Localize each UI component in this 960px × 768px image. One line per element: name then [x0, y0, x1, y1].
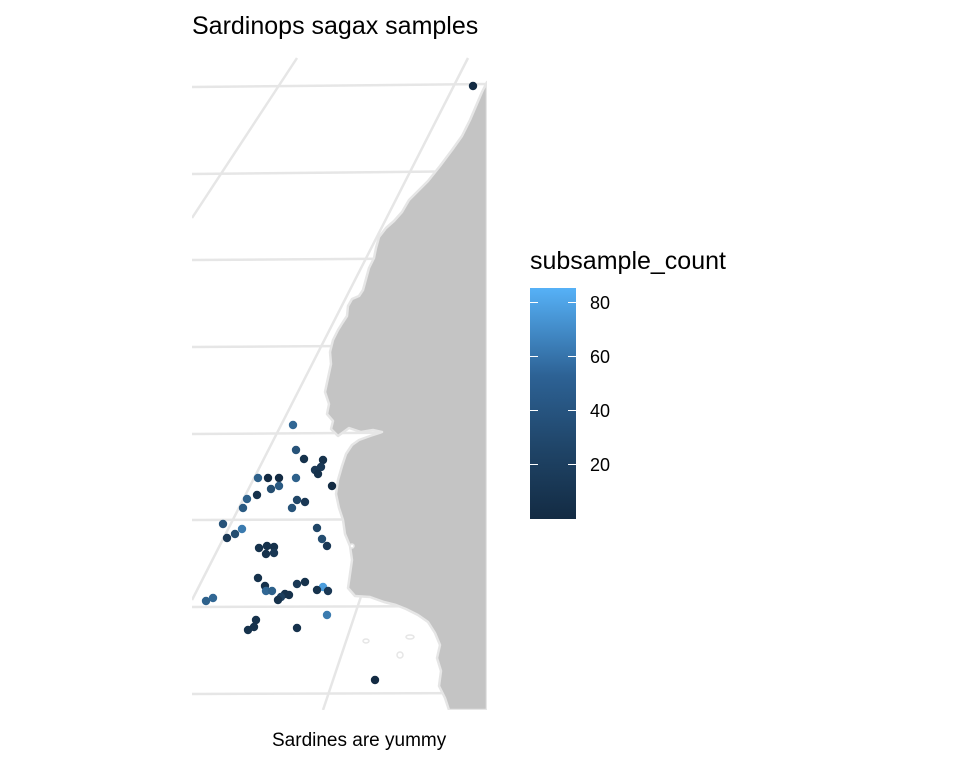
- legend-tick-right: [568, 464, 576, 465]
- sample-point: [253, 573, 263, 583]
- sample-point: [208, 593, 218, 603]
- island: [405, 634, 415, 640]
- legend-tick-left: [530, 410, 538, 411]
- sample-point: [313, 469, 323, 479]
- sample-point: [291, 445, 301, 455]
- legend-label: 60: [590, 347, 611, 367]
- sample-point: [269, 548, 279, 558]
- island: [362, 638, 370, 644]
- sample-point: [274, 473, 284, 483]
- sample-point: [300, 577, 310, 587]
- plot-title: Sardinops sagax samples: [192, 12, 479, 40]
- legend-tick-left: [530, 356, 538, 357]
- legend-colorbar: [530, 288, 576, 519]
- sample-point: [269, 542, 279, 552]
- island: [349, 543, 355, 549]
- sample-point: [468, 81, 478, 91]
- sample-point: [251, 615, 261, 625]
- island-group: [349, 543, 415, 659]
- sample-point: [261, 549, 271, 559]
- sample-point: [238, 503, 248, 513]
- sample-point: [292, 579, 302, 589]
- graticule-lat-line: [192, 82, 487, 89]
- sample-point: [299, 454, 309, 464]
- sample-point: [262, 541, 272, 551]
- sample-point: [201, 596, 211, 606]
- sample-point: [292, 495, 302, 505]
- sample-point: [318, 455, 328, 465]
- sample-point: [267, 586, 277, 596]
- sample-point: [230, 529, 240, 539]
- sample-point: [242, 494, 252, 504]
- plot-caption: Sardines are yummy: [272, 730, 447, 751]
- sample-point: [222, 533, 232, 543]
- legend-tick-right: [568, 410, 576, 411]
- sample-point: [261, 586, 271, 596]
- legend-label: 80: [590, 293, 611, 313]
- sample-point: [273, 595, 283, 605]
- sample-point: [252, 490, 262, 500]
- sample-point: [370, 675, 380, 685]
- sample-point: [253, 473, 263, 483]
- sample-point: [323, 586, 333, 596]
- sample-point: [327, 481, 337, 491]
- graticule-lon-line: [192, 57, 299, 219]
- land-area: [323, 80, 487, 710]
- graticule-lon-line: [192, 57, 470, 601]
- sample-point: [237, 524, 247, 534]
- sample-point: [287, 503, 297, 513]
- legend-tick-right: [568, 356, 576, 357]
- legend-tick-left: [530, 464, 538, 465]
- sample-point: [317, 534, 327, 544]
- sample-point: [274, 481, 284, 491]
- sample-point: [312, 585, 322, 595]
- sample-point: [291, 473, 301, 483]
- legend-tick-right: [568, 302, 576, 303]
- sample-point: [300, 497, 310, 507]
- sample-point: [312, 523, 322, 533]
- sample-point: [322, 610, 332, 620]
- sample-point: [288, 420, 298, 430]
- legend-title: subsample_count: [530, 247, 726, 275]
- sample-point: [243, 625, 253, 635]
- sample-point: [292, 623, 302, 633]
- legend-label: 40: [590, 401, 611, 421]
- sample-point: [218, 519, 228, 529]
- sample-point: [284, 590, 294, 600]
- sample-point: [322, 541, 332, 551]
- graticule-lat-line: [192, 691, 487, 696]
- legend-label: 20: [590, 455, 611, 475]
- island: [396, 651, 404, 659]
- legend-tick-left: [530, 302, 538, 303]
- sample-point: [266, 484, 276, 494]
- sample-points: [201, 81, 478, 685]
- sample-point: [263, 473, 273, 483]
- sample-point: [254, 543, 264, 553]
